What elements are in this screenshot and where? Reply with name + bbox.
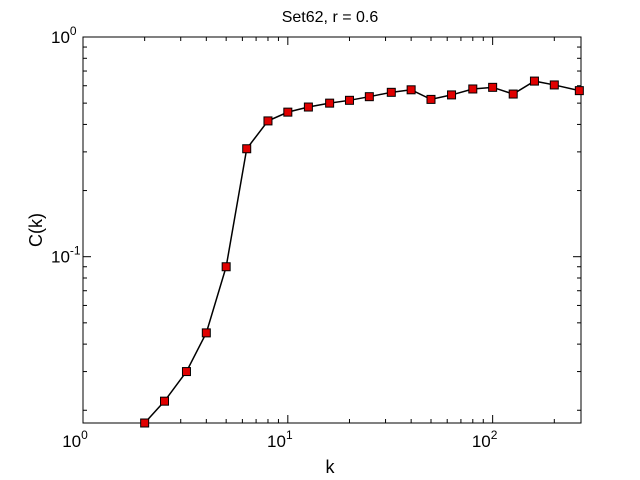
series-line-group <box>144 80 580 424</box>
data-point <box>325 98 335 108</box>
x-tick-label: 102 <box>472 428 498 451</box>
data-point <box>488 82 498 92</box>
data-point <box>386 87 396 97</box>
data-point <box>263 116 273 126</box>
data-point <box>406 85 416 95</box>
data-point <box>283 107 293 117</box>
tick-labels: 100 101 102 10-1 100 <box>51 24 498 451</box>
plot-area <box>82 36 582 424</box>
y-tick-label: 10-1 <box>51 244 81 267</box>
data-point <box>549 80 559 90</box>
data-point <box>447 90 457 100</box>
data-point <box>242 144 252 154</box>
y-axis-label: C(k) <box>26 213 46 247</box>
axis-ticks <box>82 36 581 423</box>
data-point <box>221 262 231 272</box>
x-axis-label: k <box>326 457 336 477</box>
chart-title: Set62, r = 0.6 <box>282 9 379 26</box>
data-point <box>201 328 211 338</box>
data-point <box>181 367 191 377</box>
series-markers <box>140 76 584 428</box>
data-point <box>303 102 313 112</box>
series-line <box>144 80 580 424</box>
data-point <box>508 89 518 99</box>
y-tick-label: 100 <box>51 24 77 47</box>
data-point <box>574 86 584 96</box>
data-point <box>364 92 374 102</box>
data-point <box>160 396 170 406</box>
data-point <box>426 94 436 104</box>
x-tick-label: 100 <box>62 428 88 451</box>
data-point <box>468 84 478 94</box>
data-point <box>344 95 354 105</box>
x-tick-label: 101 <box>267 428 293 451</box>
data-point <box>529 76 539 86</box>
data-point <box>140 418 150 428</box>
